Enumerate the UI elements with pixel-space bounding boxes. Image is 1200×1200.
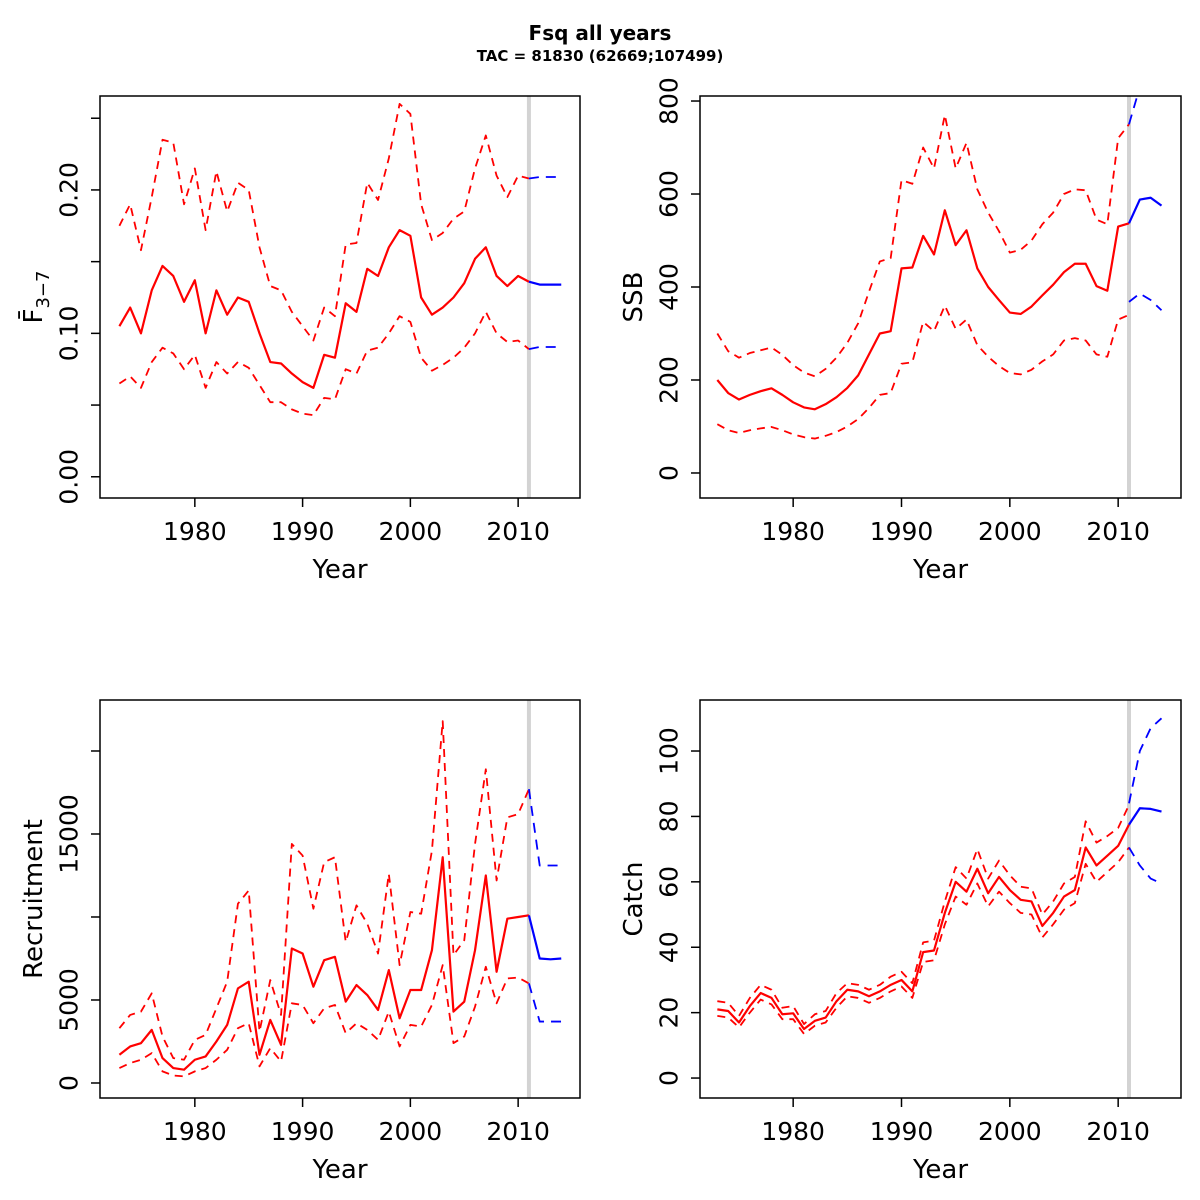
ci-lower-line xyxy=(716,304,1130,440)
series-group xyxy=(118,102,562,417)
y-tick-label: 15000 xyxy=(55,794,84,874)
projection-median-line xyxy=(528,280,562,286)
projection-upper-line xyxy=(1128,96,1139,125)
x-tick-label: 2000 xyxy=(978,517,1042,546)
x-tick-label: 1990 xyxy=(870,517,934,546)
ci-lower-line xyxy=(118,310,530,417)
x-axis-title: Year xyxy=(912,1155,968,1185)
plot-box xyxy=(699,95,1182,499)
ci-upper-line xyxy=(118,102,530,342)
ci-upper-line xyxy=(716,114,1130,378)
x-tick-label: 2000 xyxy=(379,1117,443,1146)
y-tick-label: 200 xyxy=(655,356,684,404)
x-tick-label: 1980 xyxy=(163,1117,227,1146)
x-axis-title: Year xyxy=(311,555,367,585)
x-tick-label: 2010 xyxy=(1086,1117,1150,1146)
projection-upper-line xyxy=(1128,717,1163,804)
x-axis-title: Year xyxy=(311,1155,367,1185)
projection-median-line xyxy=(1127,196,1163,224)
x-tick-label: 1990 xyxy=(870,1117,934,1146)
y-axis-title: Catch xyxy=(619,861,649,936)
y-tick-label: 80 xyxy=(655,801,684,833)
y-tick-label: 0 xyxy=(655,465,684,481)
y-axis-title: F̄3−7 xyxy=(17,271,54,324)
y-tick-label: 20 xyxy=(655,997,684,1029)
ssb-panel: 1980 1990 2000 2010 0 200 400 600 800 Year SSB xyxy=(619,77,1182,585)
series-group xyxy=(717,717,1163,1035)
x-tick-label: 2000 xyxy=(978,1117,1042,1146)
y-tick-label: 100 xyxy=(655,727,684,775)
y-tick-label: 0.00 xyxy=(55,449,84,505)
y-tick-label: 800 xyxy=(655,77,684,125)
projection-lower-line xyxy=(1128,292,1163,311)
y-axis-title: Recruitment xyxy=(19,819,49,979)
x-tick-label: 1980 xyxy=(163,517,227,546)
projection-upper-line xyxy=(528,789,562,867)
ci-upper-line xyxy=(118,720,530,1061)
projection-upper-line xyxy=(528,176,562,180)
x-tick-label: 2010 xyxy=(486,517,550,546)
median-line xyxy=(118,228,530,389)
fbar-panel: 1980 1990 2000 2010 0.00 0.10 0.20 Year F̄3−7 xyxy=(17,95,581,585)
projection-median-line xyxy=(527,915,562,961)
y-axis-title: SSB xyxy=(619,272,649,323)
y-tick-label: 0.10 xyxy=(55,306,84,362)
ci-lower-line xyxy=(717,846,1130,1035)
x-tick-label: 2010 xyxy=(486,1117,550,1146)
plot-box xyxy=(99,699,581,1099)
y-tick-label: 0 xyxy=(655,1070,684,1086)
median-line xyxy=(717,824,1130,1031)
x-tick-label: 2010 xyxy=(1086,517,1150,546)
chart-title: Fsq all years xyxy=(528,21,672,45)
y-tick-label: 40 xyxy=(655,931,684,963)
chart-subtitle: TAC = 81830 (62669;107499) xyxy=(476,47,724,65)
y-tick-label: 5000 xyxy=(55,968,84,1032)
y-tick-label: 0.20 xyxy=(55,162,84,218)
recruitment-panel: 1980 1990 2000 2010 0 5000 15000 Year Recruitmen… xyxy=(19,699,581,1185)
x-axis-title: Year xyxy=(912,555,968,585)
median-line xyxy=(716,209,1130,411)
series-group xyxy=(118,720,562,1078)
series-group xyxy=(716,96,1163,440)
x-tick-label: 2000 xyxy=(379,517,443,546)
x-tick-label: 1980 xyxy=(761,517,825,546)
projection-lower-line xyxy=(528,983,562,1023)
ci-upper-line xyxy=(717,804,1130,1025)
x-tick-label: 1980 xyxy=(761,1117,825,1146)
x-tick-label: 1990 xyxy=(271,1117,335,1146)
plot-box xyxy=(699,699,1182,1099)
y-tick-label: 60 xyxy=(655,866,684,898)
projection-lower-line xyxy=(528,346,562,351)
projection-median-line xyxy=(1128,807,1162,826)
x-tick-label: 1990 xyxy=(271,517,335,546)
projection-lower-line xyxy=(1128,847,1162,885)
plot-box xyxy=(99,95,581,499)
median-line xyxy=(118,856,530,1071)
y-tick-label: 0 xyxy=(55,1075,84,1091)
y-tick-label: 600 xyxy=(655,170,684,218)
catch-panel: 1980 1990 2000 2010 0 20 40 60 80 100 Year Catch xyxy=(619,699,1182,1185)
y-tick-label: 400 xyxy=(655,263,684,311)
